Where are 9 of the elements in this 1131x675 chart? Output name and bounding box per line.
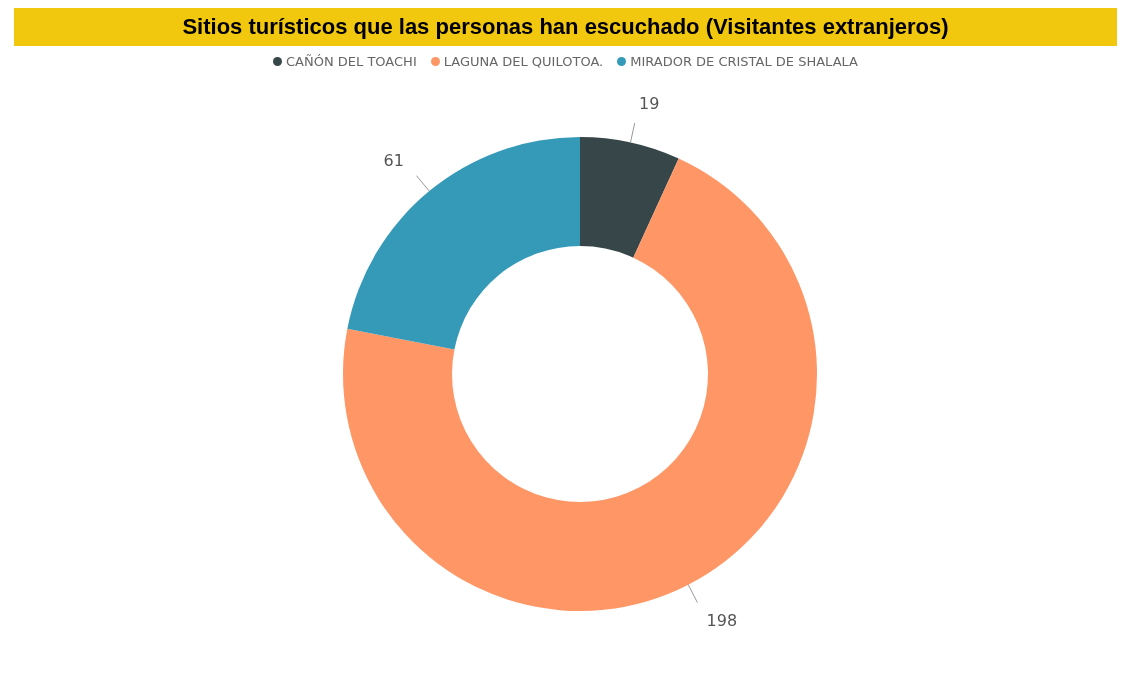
legend-label: LAGUNA DEL QUILOTOA. [442,54,604,69]
legend-label: CAÑÓN DEL TOACHI [285,54,417,69]
chart-title: Sitios turísticos que las personas han escuchado (Visitantes extranjeros) [14,8,1117,46]
data-label: 198 [706,610,738,630]
legend-label: MIRADOR DE CRISTAL DE SHALALA [629,54,858,69]
data-label: 19 [639,93,660,113]
donut-slice [580,137,679,258]
donut-slice [347,137,580,350]
data-label: 61 [383,150,404,170]
